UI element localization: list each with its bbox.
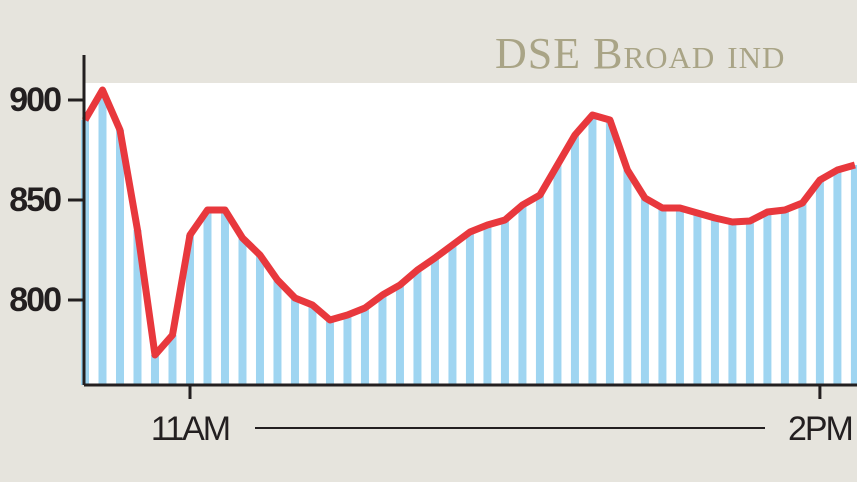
bar: [675, 208, 684, 385]
bar: [710, 218, 719, 385]
y-tick-label: 900: [9, 81, 61, 119]
bar: [535, 195, 544, 385]
bar: [273, 280, 282, 385]
bar: [658, 208, 667, 385]
bar: [518, 205, 527, 385]
bar: [728, 222, 737, 385]
x-tick-label: 11AM: [151, 410, 229, 448]
bar: [150, 355, 159, 385]
bar: [605, 120, 614, 385]
bar: [780, 210, 789, 385]
bar: [378, 295, 387, 385]
bar: [465, 232, 474, 385]
bar: [325, 320, 334, 385]
bar: [430, 258, 439, 385]
bar: [395, 285, 404, 385]
bar: [763, 212, 772, 385]
bar: [815, 180, 824, 385]
bar: [343, 315, 352, 385]
bar: [98, 90, 107, 385]
bar: [168, 335, 177, 385]
bar: [833, 170, 842, 385]
bar: [798, 203, 807, 385]
y-tick-label: 850: [9, 181, 61, 219]
bar: [553, 165, 562, 385]
bar: [623, 170, 632, 385]
bar: [850, 165, 857, 385]
bar: [483, 225, 492, 385]
x-tick-label: 2PM: [788, 410, 852, 448]
bar: [238, 238, 247, 385]
y-tick-label: 800: [9, 281, 61, 319]
bar: [115, 130, 124, 385]
bar: [693, 213, 702, 385]
bar: [588, 115, 597, 385]
chart-title: DSE Broad ind: [495, 29, 785, 78]
bar: [500, 220, 509, 385]
bar: [185, 235, 194, 385]
bar: [133, 230, 142, 385]
bar: [448, 245, 457, 385]
bar: [640, 198, 649, 385]
bar: [290, 298, 299, 385]
bar: [255, 255, 264, 385]
index-line: [81, 86, 856, 359]
bar: [745, 221, 754, 385]
bar: [360, 308, 369, 385]
bar: [203, 210, 212, 385]
bar: [308, 305, 317, 385]
bar: [220, 210, 229, 385]
bar: [413, 270, 422, 385]
bar: [570, 135, 579, 385]
